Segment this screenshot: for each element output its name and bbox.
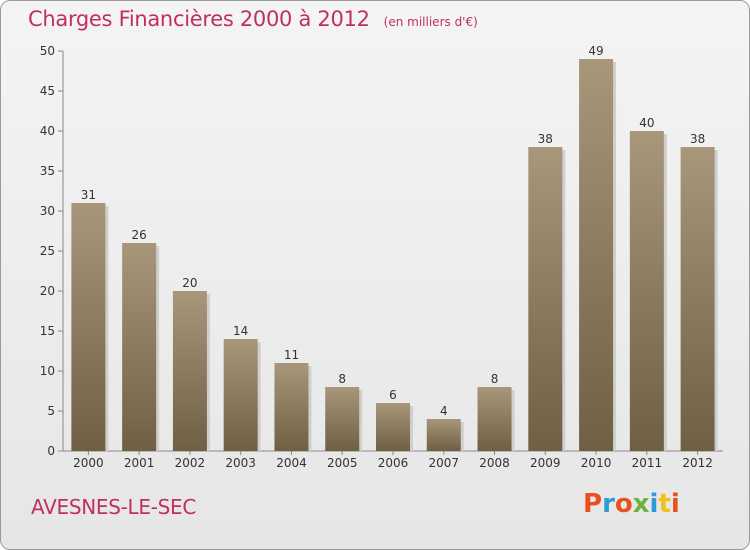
- y-tick-label: 35: [40, 164, 55, 178]
- data-label: 38: [538, 132, 553, 146]
- x-tick-label: 2002: [175, 456, 206, 470]
- labels: 31 26 20 14 11 8 6 4 8 38 49 40 38: [81, 44, 706, 418]
- bar: [223, 339, 258, 451]
- y-tick-label: 25: [40, 244, 55, 258]
- brand-letter: P: [583, 489, 603, 519]
- y-tick-label: 20: [40, 284, 55, 298]
- y-tick-label: 50: [40, 44, 55, 58]
- x-tick-label: 2011: [632, 456, 663, 470]
- data-label: 20: [182, 276, 197, 290]
- bar: [477, 387, 512, 451]
- axes: 0 5 10 15 20 25 30 35 40 45 50 2000 2001 2002 2003 2004…: [40, 44, 723, 470]
- x-tick-label: 2012: [682, 456, 713, 470]
- bar: [579, 59, 614, 451]
- bar: [426, 419, 461, 451]
- x-tick-label: 2005: [327, 456, 358, 470]
- bar: [122, 243, 157, 451]
- chart-title-block: Charges Financières 2000 à 2012 (en milli…: [28, 7, 478, 31]
- x-tick-label: 2004: [276, 456, 307, 470]
- data-label: 40: [639, 116, 654, 130]
- proxiti-logo: Proxiti: [583, 489, 680, 519]
- brand-letter: t: [658, 489, 671, 519]
- data-label: 26: [132, 228, 147, 242]
- y-tick-label: 5: [47, 404, 55, 418]
- brand-letter: o: [614, 489, 633, 519]
- brand-letter: i: [649, 489, 659, 519]
- bar: [680, 147, 715, 451]
- y-tick-label: 45: [40, 84, 55, 98]
- data-label: 4: [440, 404, 448, 418]
- bar: [274, 363, 309, 451]
- x-tick-label: 2009: [530, 456, 561, 470]
- x-tick-label: 2000: [73, 456, 104, 470]
- brand-letter: i: [670, 489, 680, 519]
- y-tick-label: 0: [47, 444, 55, 458]
- bar: [629, 131, 664, 451]
- data-label: 8: [491, 372, 499, 386]
- brand-letter: r: [602, 489, 615, 519]
- x-tick-label: 2010: [581, 456, 612, 470]
- x-tick-label: 2008: [479, 456, 510, 470]
- bar: [172, 291, 207, 451]
- x-tick-label: 2003: [225, 456, 256, 470]
- y-tick-label: 10: [40, 364, 55, 378]
- bar: [528, 147, 563, 451]
- data-label: 11: [284, 348, 299, 362]
- data-label: 49: [588, 44, 603, 58]
- y-tick-label: 15: [40, 324, 55, 338]
- data-label: 14: [233, 324, 248, 338]
- bars: [71, 59, 718, 451]
- data-label: 6: [389, 388, 397, 402]
- x-tick-label: 2006: [378, 456, 409, 470]
- x-tick-label: 2007: [428, 456, 459, 470]
- chart-title: Charges Financières 2000 à 2012: [28, 7, 370, 31]
- place-name: AVESNES-LE-SEC: [31, 495, 197, 519]
- data-label: 31: [81, 188, 96, 202]
- bar: [376, 403, 410, 451]
- data-label: 8: [338, 372, 346, 386]
- brand-letter: x: [632, 489, 650, 519]
- bar: [71, 203, 106, 451]
- x-tick-label: 2001: [124, 456, 155, 470]
- y-tick-label: 30: [40, 204, 55, 218]
- y-tick-label: 40: [40, 124, 55, 138]
- chart-unit: (en milliers d'€): [383, 15, 478, 29]
- bar: [325, 387, 360, 451]
- data-label: 38: [690, 132, 705, 146]
